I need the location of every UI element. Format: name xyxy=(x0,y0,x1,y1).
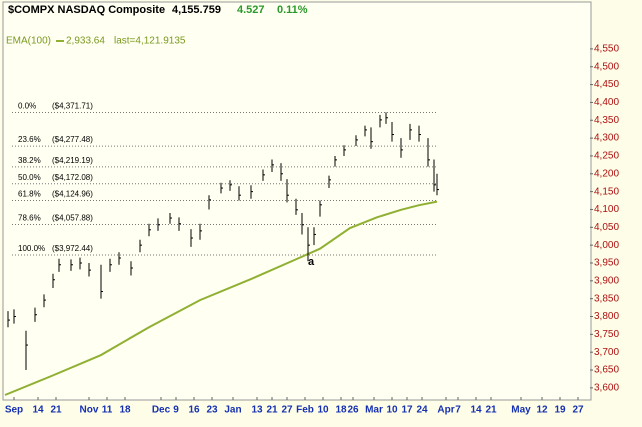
x-tick-label: Sep xyxy=(5,405,23,416)
y-tick-label: 4,050 xyxy=(594,222,619,233)
x-tick-label: Apr xyxy=(437,405,454,416)
x-tick-label: 14 xyxy=(470,405,482,416)
x-tick-label: 24 xyxy=(416,405,428,416)
y-tick-label: 3,850 xyxy=(594,293,619,304)
x-tick-label: 17 xyxy=(401,405,413,416)
x-tick-label: 7 xyxy=(455,405,461,416)
x-tick-label: Feb xyxy=(296,405,314,416)
x-tick-label: 18 xyxy=(335,405,347,416)
legend-last: last=4,121.9135 xyxy=(114,36,186,47)
y-tick-label: 4,100 xyxy=(594,204,619,215)
x-tick-label: 18 xyxy=(119,405,131,416)
y-tick-label: 4,350 xyxy=(594,115,619,126)
x-tick-label: 16 xyxy=(188,405,200,416)
y-tick-label: 4,450 xyxy=(594,79,619,90)
symbol: $COMPX NASDAQ Composite xyxy=(8,4,165,16)
last-price: 4,155.759 xyxy=(172,4,221,16)
y-tick-label: 3,900 xyxy=(594,275,619,286)
y-tick-label: 4,150 xyxy=(594,186,619,197)
x-tick-label: Mar xyxy=(365,405,383,416)
x-tick-label: 14 xyxy=(32,405,44,416)
y-tick-label: 3,750 xyxy=(594,329,619,340)
fib-price: ($4,057.88) xyxy=(52,214,93,223)
fib-price: ($4,277.48) xyxy=(52,135,93,144)
change: 4.527 xyxy=(237,4,265,16)
y-tick-label: 4,000 xyxy=(594,240,619,251)
fib-price: ($4,124.96) xyxy=(52,190,93,199)
x-tick-label: May xyxy=(511,405,531,416)
x-tick-label: 11 xyxy=(102,405,113,416)
y-tick-label: 4,200 xyxy=(594,168,619,179)
x-tick-label: 21 xyxy=(485,405,497,416)
x-tick-label: 10 xyxy=(317,405,329,416)
fib-label: 100.0% xyxy=(18,244,45,253)
y-tick-label: 4,500 xyxy=(594,61,619,72)
ema-line xyxy=(4,200,438,396)
fib-label: 50.0% xyxy=(18,173,41,182)
y-tick-label: 4,400 xyxy=(594,97,619,108)
x-tick-label: 27 xyxy=(281,405,293,416)
fib-price: ($3,972.44) xyxy=(52,244,93,253)
x-tick-label: 26 xyxy=(347,405,359,416)
x-tick-label: 13 xyxy=(251,405,263,416)
y-tick-label: 3,950 xyxy=(594,258,619,269)
fib-label: 0.0% xyxy=(18,102,36,111)
y-tick-label: 4,250 xyxy=(594,151,619,162)
annotation: a xyxy=(308,256,315,268)
x-tick-label: 12 xyxy=(536,405,548,416)
change-percent: 0.11% xyxy=(277,4,308,16)
x-tick-label: 21 xyxy=(50,405,62,416)
x-tick-label: 21 xyxy=(266,405,278,416)
x-tick-label: 19 xyxy=(554,405,566,416)
fib-label: 38.2% xyxy=(18,156,41,165)
x-tick-label: Dec xyxy=(152,405,171,416)
y-tick-label: 4,550 xyxy=(594,44,619,55)
fib-price: ($4,219.19) xyxy=(52,156,93,165)
fib-label: 23.6% xyxy=(18,135,41,144)
fib-price: ($4,371.71) xyxy=(52,102,93,111)
fib-label: 61.8% xyxy=(18,190,41,199)
y-tick-label: 3,650 xyxy=(594,365,619,376)
x-tick-label: 10 xyxy=(386,405,398,416)
y-tick-label: 4,300 xyxy=(594,133,619,144)
fib-price: ($4,172.08) xyxy=(52,173,93,182)
x-tick-label: 9 xyxy=(173,405,179,416)
x-tick-label: Jan xyxy=(224,405,241,416)
y-tick-label: 3,600 xyxy=(594,383,619,394)
legend-name: EMA(100) xyxy=(6,36,51,47)
fib-label: 78.6% xyxy=(18,214,41,223)
x-tick-label: 27 xyxy=(572,405,584,416)
y-tick-label: 3,800 xyxy=(594,311,619,322)
x-tick-label: 23 xyxy=(206,405,218,416)
legend-value: 2,933.64 xyxy=(66,36,105,47)
y-tick-label: 3,700 xyxy=(594,347,619,358)
x-tick-label: Nov xyxy=(80,405,99,416)
